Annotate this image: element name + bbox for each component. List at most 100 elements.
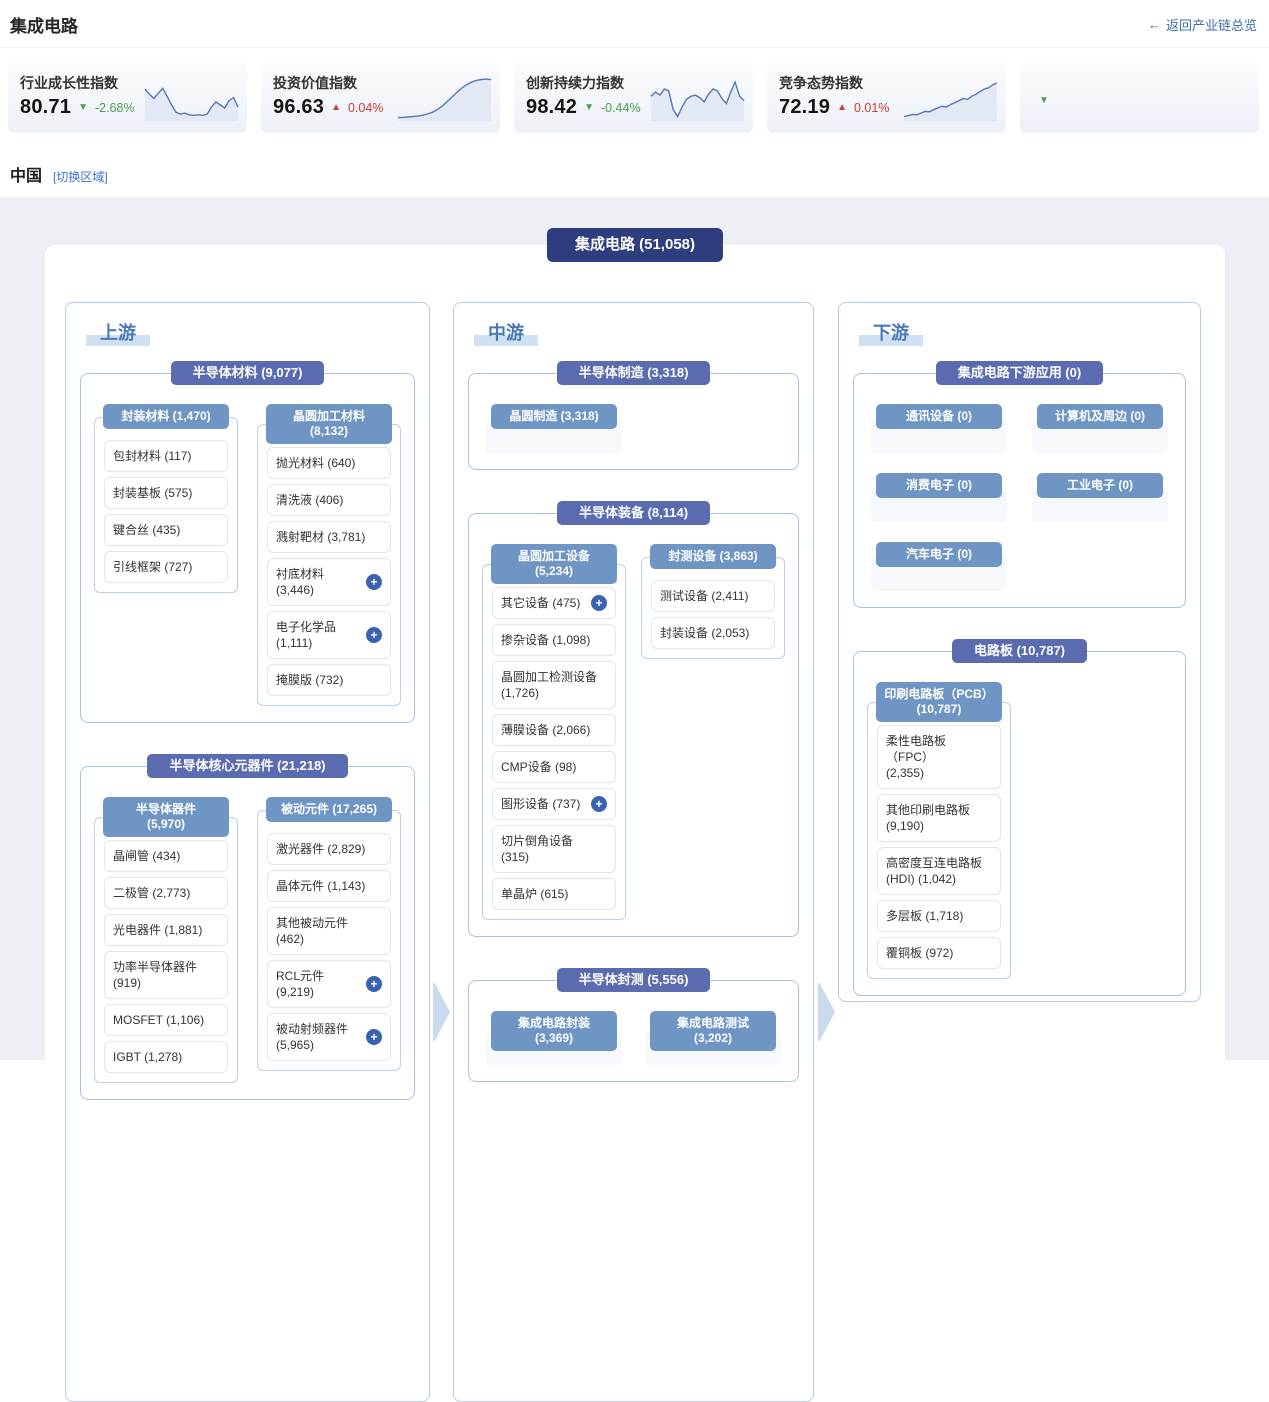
section-header-node[interactable]: 半导体材料 (9,077) bbox=[170, 361, 325, 385]
chain-item[interactable]: 单晶炉 (615) bbox=[492, 878, 616, 910]
column-label: 下游 bbox=[859, 319, 923, 346]
group-header-node[interactable]: 计算机及周边 (0) bbox=[1037, 404, 1163, 429]
index-card[interactable]: 投资价值指数 96.63 ▲ 0.04% bbox=[261, 62, 500, 133]
plus-circle-icon[interactable]: + bbox=[366, 627, 382, 643]
index-card[interactable]: 行业成长性指数 80.71 ▼ -2.68% bbox=[8, 62, 247, 133]
chain-stage: 集成电路 (51,058) 上游 半导体材料 (9,077) 封装材料 (1,470… bbox=[0, 197, 1269, 1402]
index-card[interactable]: ▼ bbox=[1020, 62, 1259, 133]
group-header-node[interactable]: 封装材料 (1,470) bbox=[103, 404, 229, 429]
chain-item[interactable]: 晶体元件 (1,143) bbox=[267, 870, 391, 902]
trend-sparkline bbox=[650, 80, 745, 121]
chain-item[interactable]: 激光器件 (2,829) bbox=[267, 833, 391, 865]
section-header-node[interactable]: 半导体封测 (5,556) bbox=[556, 968, 711, 992]
chain-item[interactable]: 包封材料 (117) bbox=[104, 440, 228, 472]
chain-group: 印刷电路板（PCB） (10,787) 柔性电路板（FPC） (2,355) 其他印… bbox=[867, 682, 1011, 979]
group-header-node[interactable]: 晶圆制造 (3,318) bbox=[491, 404, 617, 429]
index-cards: 行业成长性指数 80.71 ▼ -2.68% 投资价值指数 96.63 ▲ 0.04% 创新持续… bbox=[8, 62, 1259, 133]
chain-section: 半导体封测 (5,556) 集成电路封装 (3,369) 集成电路测试 (3,202… bbox=[454, 968, 813, 1082]
section-box: 晶圆制造 (3,318) bbox=[468, 373, 799, 470]
chain-item[interactable]: 被动射频器件 (5,965) + bbox=[267, 1013, 391, 1061]
chain-item-label: 封装基板 (575) bbox=[113, 486, 193, 500]
chain-item[interactable]: 引线框架 (727) bbox=[104, 551, 228, 583]
index-card[interactable]: 创新持续力指数 98.42 ▼ -0.44% bbox=[514, 62, 753, 133]
chain-item[interactable]: 电子化学品 (1,111) + bbox=[267, 611, 391, 659]
chain-item[interactable]: 掩膜版 (732) bbox=[267, 664, 391, 696]
chain-item[interactable]: 图形设备 (737) + bbox=[492, 788, 616, 820]
chain-item[interactable]: 清洗液 (406) bbox=[267, 484, 391, 516]
plus-circle-icon[interactable]: + bbox=[366, 574, 382, 590]
chain-item[interactable]: 掺杂设备 (1,098) bbox=[492, 624, 616, 656]
chain-item[interactable]: CMP设备 (98) bbox=[492, 751, 616, 783]
trend-sparkline bbox=[903, 82, 998, 121]
chain-item[interactable]: MOSFET (1,106) bbox=[104, 1004, 228, 1036]
group-header-node[interactable]: 工业电子 (0) bbox=[1037, 473, 1163, 498]
section-groups: 印刷电路板（PCB） (10,787) 柔性电路板（FPC） (2,355) 其他印… bbox=[867, 682, 1172, 979]
chain-item-label: 覆铜板 (972) bbox=[886, 946, 954, 960]
switch-region-link[interactable]: [切换区域] bbox=[53, 170, 108, 184]
chevron-right-icon bbox=[433, 983, 450, 1041]
section-header-node[interactable]: 集成电路下游应用 (0) bbox=[935, 361, 1104, 385]
group-header-node[interactable]: 封测设备 (3,863) bbox=[650, 544, 776, 569]
chain-item[interactable]: 晶圆加工检测设备 (1,726) bbox=[492, 661, 616, 709]
section-header-node[interactable]: 半导体制造 (3,318) bbox=[556, 361, 711, 385]
chain-item[interactable]: 衬底材料 (3,446) + bbox=[267, 558, 391, 606]
chain-item[interactable]: 测试设备 (2,411) bbox=[651, 580, 775, 612]
group-header-node[interactable]: 晶圆加工设备 (5,234) bbox=[491, 544, 617, 584]
plus-circle-icon[interactable]: + bbox=[366, 1029, 382, 1045]
group-header-node[interactable]: 被动元件 (17,265) bbox=[266, 797, 392, 822]
chain-item[interactable]: 多层板 (1,718) bbox=[877, 900, 1001, 932]
group-header-node[interactable]: 印刷电路板（PCB） (10,787) bbox=[876, 682, 1002, 722]
section-header-node[interactable]: 电路板 (10,787) bbox=[951, 639, 1088, 663]
chain-group: 封装材料 (1,470) 包封材料 (117) 封装基板 (575) 键合丝 (435… bbox=[94, 404, 238, 593]
chain-item[interactable]: 键合丝 (435) bbox=[104, 514, 228, 546]
group-header-node[interactable]: 集成电路测试 (3,202) bbox=[650, 1011, 776, 1051]
chain-group: 集成电路测试 (3,202) bbox=[641, 1011, 785, 1065]
column-label: 中游 bbox=[474, 319, 538, 346]
group-header-node[interactable]: 晶圆加工材料 (8,132) bbox=[266, 404, 392, 444]
chain-item[interactable]: 其他印刷电路板 (9,190) bbox=[877, 794, 1001, 842]
column-sections: 半导体制造 (3,318) 晶圆制造 (3,318) 半导体装备 (8,114) 晶圆… bbox=[454, 303, 813, 1082]
chain-item-label: 功率半导体器件 (919) bbox=[113, 960, 198, 990]
chain-item[interactable]: 抛光材料 (640) bbox=[267, 447, 391, 479]
chain-item[interactable]: 封装设备 (2,053) bbox=[651, 617, 775, 649]
group-header-node[interactable]: 汽车电子 (0) bbox=[876, 542, 1002, 567]
chain-item[interactable]: 柔性电路板（FPC） (2,355) bbox=[877, 725, 1001, 789]
plus-circle-icon[interactable]: + bbox=[591, 796, 607, 812]
chain-item[interactable]: 二极管 (2,773) bbox=[104, 877, 228, 909]
group-header-node[interactable]: 半导体器件 (5,970) bbox=[103, 797, 229, 837]
index-card[interactable]: 竞争态势指数 72.19 ▲ 0.01% bbox=[767, 62, 1006, 133]
group-header-node[interactable]: 通讯设备 (0) bbox=[876, 404, 1002, 429]
back-to-overview-link[interactable]: ← 返回产业链总览 bbox=[1148, 15, 1257, 34]
chain-panel: 集成电路 (51,058) 上游 半导体材料 (9,077) 封装材料 (1,470… bbox=[45, 228, 1225, 1402]
plus-circle-icon[interactable]: + bbox=[366, 976, 382, 992]
section-header-node[interactable]: 半导体核心元器件 (21,218) bbox=[147, 754, 348, 778]
chain-item[interactable]: 晶闸管 (434) bbox=[104, 840, 228, 872]
chain-item[interactable]: 其它设备 (475) + bbox=[492, 587, 616, 619]
chain-item[interactable]: 其他被动元件 (462) bbox=[267, 907, 391, 955]
section-box: 印刷电路板（PCB） (10,787) 柔性电路板（FPC） (2,355) 其他印… bbox=[853, 651, 1186, 996]
chain-item[interactable]: 切片倒角设备 (315) bbox=[492, 825, 616, 873]
root-node[interactable]: 集成电路 (51,058) bbox=[546, 228, 724, 262]
plus-circle-icon[interactable]: + bbox=[591, 595, 607, 611]
chain-item[interactable]: 光电器件 (1,881) bbox=[104, 914, 228, 946]
chain-item[interactable]: 功率半导体器件 (919) bbox=[104, 951, 228, 999]
chain-item[interactable]: IGBT (1,278) bbox=[104, 1041, 228, 1073]
group-header-node[interactable]: 消费电子 (0) bbox=[876, 473, 1002, 498]
chain-item[interactable]: 封装基板 (575) bbox=[104, 477, 228, 509]
chain-item[interactable]: 覆铜板 (972) bbox=[877, 937, 1001, 969]
chain-item[interactable]: RCL元件 (9,219) + bbox=[267, 960, 391, 1008]
section-header-node[interactable]: 半导体装备 (8,114) bbox=[556, 501, 711, 525]
chain-item[interactable]: 薄膜设备 (2,066) bbox=[492, 714, 616, 746]
chain-item[interactable]: 高密度互连电路板 (HDI) (1,042) bbox=[877, 847, 1001, 895]
chain-section: 半导体核心元器件 (21,218) 半导体器件 (5,970) 晶闸管 (434) 二… bbox=[66, 754, 429, 1100]
chain-item[interactable]: 溅射靶材 (3,781) bbox=[267, 521, 391, 553]
chain-item-label: 其它设备 (475) bbox=[501, 596, 581, 610]
group-header-node[interactable]: 集成电路封装 (3,369) bbox=[491, 1011, 617, 1051]
chain-group: 半导体器件 (5,970) 晶闸管 (434) 二极管 (2,773) 光电器件 (1… bbox=[94, 797, 238, 1083]
section-box: 通讯设备 (0) 计算机及周边 (0) 消费电子 (0) 工业电子 (0) 汽车电子 (… bbox=[853, 373, 1186, 608]
section-box: 封装材料 (1,470) 包封材料 (117) 封装基板 (575) 键合丝 (435… bbox=[80, 373, 415, 723]
index-card-label: 行业成长性指数 bbox=[20, 75, 118, 91]
triangle-down-icon: ▼ bbox=[584, 101, 594, 113]
chain-item-label: 包封材料 (117) bbox=[113, 449, 192, 463]
chain-item-label: 光电器件 (1,881) bbox=[113, 923, 203, 937]
